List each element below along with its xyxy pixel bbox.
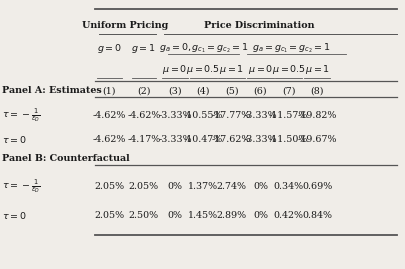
Text: (4): (4) (196, 86, 210, 95)
Text: $g_a = g_{c_1} = g_{c_2} = 1$: $g_a = g_{c_1} = g_{c_2} = 1$ (252, 42, 331, 55)
Text: -4.62%: -4.62% (127, 111, 160, 120)
Text: 0%: 0% (253, 182, 268, 192)
Text: $\tau = -\frac{1}{\epsilon_D}$: $\tau = -\frac{1}{\epsilon_D}$ (2, 179, 40, 195)
Text: -3.33%: -3.33% (158, 135, 192, 144)
Text: 2.05%: 2.05% (94, 182, 124, 192)
Text: 2.50%: 2.50% (129, 211, 159, 220)
Text: (1): (1) (102, 86, 116, 95)
Text: $g = 1$: $g = 1$ (131, 42, 156, 55)
Text: 0.42%: 0.42% (274, 211, 304, 220)
Text: Panel A: Estimates: Panel A: Estimates (2, 86, 102, 95)
Text: (5): (5) (225, 86, 239, 95)
Text: $\tau = 0$: $\tau = 0$ (2, 210, 27, 221)
Text: -17.62%: -17.62% (212, 135, 252, 144)
Text: 0%: 0% (167, 182, 183, 192)
Text: Price Discrimination: Price Discrimination (204, 21, 314, 30)
Text: 1.45%: 1.45% (188, 211, 218, 220)
Text: 2.05%: 2.05% (129, 182, 159, 192)
Text: -10.55%: -10.55% (183, 111, 223, 120)
Text: -17.77%: -17.77% (212, 111, 251, 120)
Text: $\mu = 0.5$: $\mu = 0.5$ (186, 63, 220, 76)
Text: $\mu = 0$: $\mu = 0$ (248, 63, 273, 76)
Text: -3.33%: -3.33% (243, 111, 277, 120)
Text: 2.74%: 2.74% (217, 182, 247, 192)
Text: 0%: 0% (167, 211, 183, 220)
Text: (6): (6) (254, 86, 267, 95)
Text: 1.37%: 1.37% (188, 182, 218, 192)
Text: 0%: 0% (253, 211, 268, 220)
Text: -3.33%: -3.33% (243, 135, 277, 144)
Text: $\mu = 0.5$: $\mu = 0.5$ (272, 63, 306, 76)
Text: 0.84%: 0.84% (302, 211, 332, 220)
Text: $\tau = -\frac{1}{\epsilon_D}$: $\tau = -\frac{1}{\epsilon_D}$ (2, 107, 40, 124)
Text: -4.17%: -4.17% (127, 135, 160, 144)
Text: (7): (7) (282, 86, 296, 95)
Text: Panel B: Counterfactual: Panel B: Counterfactual (2, 154, 130, 163)
Text: $\mu = 1$: $\mu = 1$ (305, 63, 330, 76)
Text: $g = 0$: $g = 0$ (97, 42, 122, 55)
Text: Uniform Pricing: Uniform Pricing (83, 21, 168, 30)
Text: 0.34%: 0.34% (274, 182, 304, 192)
Text: -4.62%: -4.62% (93, 135, 126, 144)
Text: -11.57%: -11.57% (269, 111, 309, 120)
Text: $\mu = 1$: $\mu = 1$ (219, 63, 244, 76)
Text: $\mu = 0$: $\mu = 0$ (162, 63, 188, 76)
Text: 2.89%: 2.89% (217, 211, 247, 220)
Text: 0.69%: 0.69% (302, 182, 332, 192)
Text: -19.82%: -19.82% (297, 111, 337, 120)
Text: -19.67%: -19.67% (297, 135, 337, 144)
Text: -3.33%: -3.33% (158, 111, 192, 120)
Text: -11.50%: -11.50% (269, 135, 309, 144)
Text: $\tau = 0$: $\tau = 0$ (2, 134, 27, 145)
Text: $g_a = 0, g_{c_1} = g_{c_2} = 1$: $g_a = 0, g_{c_1} = g_{c_2} = 1$ (158, 42, 248, 55)
Text: (8): (8) (310, 86, 324, 95)
Text: -4.62%: -4.62% (93, 111, 126, 120)
Text: (3): (3) (168, 86, 182, 95)
Text: 2.05%: 2.05% (94, 211, 124, 220)
Text: (2): (2) (137, 86, 151, 95)
Text: -10.47%: -10.47% (184, 135, 223, 144)
